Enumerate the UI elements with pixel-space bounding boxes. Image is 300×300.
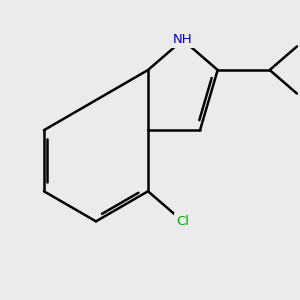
Text: NH: NH [173, 33, 193, 46]
Text: Cl: Cl [176, 215, 189, 228]
